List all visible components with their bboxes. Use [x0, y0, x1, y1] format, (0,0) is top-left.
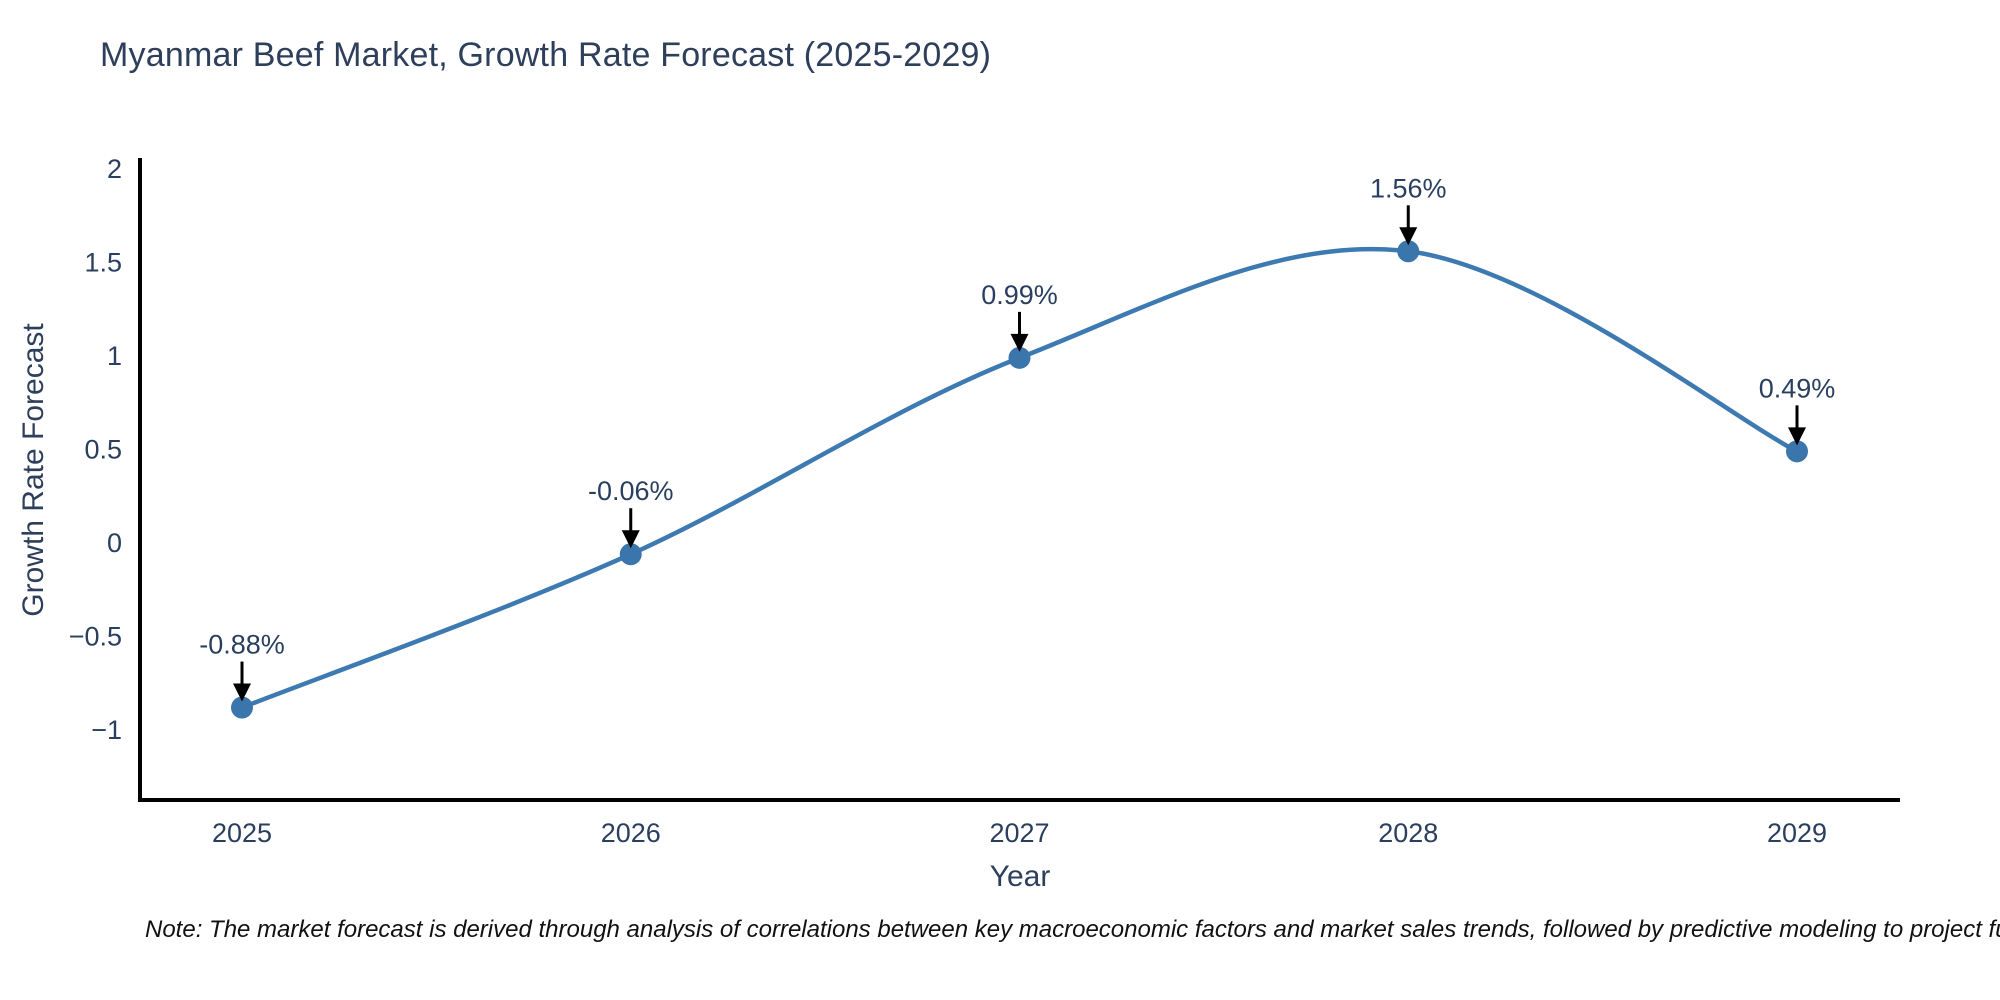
x-tick-label: 2027: [989, 818, 1049, 848]
x-tick-label: 2028: [1378, 818, 1438, 848]
y-tick-label: 2: [107, 154, 122, 184]
data-point-label: 0.49%: [1759, 373, 1836, 403]
annotation-arrow-head: [1399, 227, 1418, 246]
x-tick-label: 2026: [601, 818, 661, 848]
data-point-label: 0.99%: [981, 280, 1058, 310]
x-tick-label: 2025: [212, 818, 272, 848]
y-tick-label: 1: [107, 341, 122, 371]
annotation-arrow-head: [1010, 333, 1029, 352]
y-tick-label: 0: [107, 528, 122, 558]
y-tick-label: 0.5: [84, 435, 122, 465]
y-tick-label: −0.5: [69, 622, 122, 652]
axis-lines: [138, 158, 1900, 802]
footnote: Note: The market forecast is derived thr…: [145, 916, 2000, 943]
annotation-arrow-head: [233, 683, 251, 702]
annotation-arrow-head: [621, 530, 640, 549]
annotation-arrow-head: [1788, 427, 1806, 446]
data-point-label: -0.06%: [588, 476, 674, 506]
data-point-label: 1.56%: [1370, 173, 1447, 203]
data-point-marker: [231, 696, 253, 719]
x-tick-label: 2029: [1767, 818, 1827, 848]
data-point-marker: [1008, 346, 1031, 369]
data-point-label: -0.88%: [199, 630, 285, 660]
y-tick-label: −1: [91, 715, 122, 745]
data-point-marker: [1397, 240, 1420, 263]
chart-title: Myanmar Beef Market, Growth Rate Forecas…: [100, 36, 992, 74]
y-tick-label: 1.5: [84, 248, 122, 278]
x-axis-title: Year: [989, 860, 1051, 893]
data-point-marker: [619, 543, 642, 566]
data-point-marker: [1786, 440, 1808, 463]
